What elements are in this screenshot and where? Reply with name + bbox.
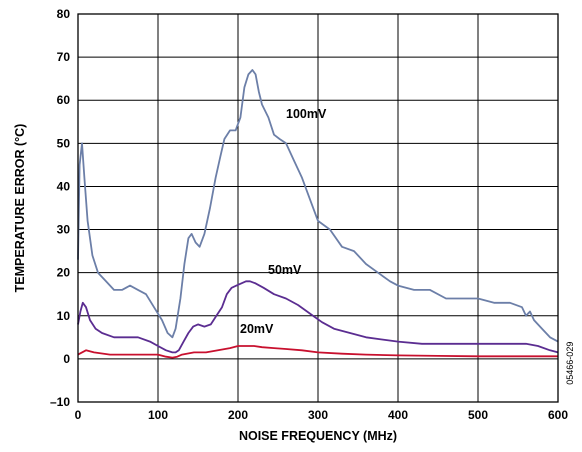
y-tick-label: 0 [63,352,70,366]
x-tick-label: 500 [468,408,488,422]
x-tick-label: 300 [308,408,328,422]
series-line-100mv [77,69,559,343]
plot-frame [77,13,559,403]
x-tick-label: 0 [75,408,82,422]
y-tick-label: 30 [57,223,71,237]
y-tick-label: 10 [57,309,71,323]
series-label-100mv: 100mV [286,107,327,121]
series-line-50mv [77,280,559,354]
x-axis-label: NOISE FREQUENCY (MHz) [239,429,397,443]
x-tick-label: 100 [148,408,168,422]
x-tick-label: 200 [228,408,248,422]
y-tick-label: –10 [50,395,70,409]
series-line-20mv [77,345,558,359]
x-tick-label: 600 [548,408,568,422]
y-tick-label: 20 [57,266,71,280]
series-labels: 100mV 50mV 20mV [240,107,327,336]
series-lines [77,69,559,359]
y-tick-label: 40 [57,179,71,193]
y-axis-label: TEMPERATURE ERROR (°C) [13,124,27,293]
y-tick-label: 50 [57,136,71,150]
x-tick-label: 400 [388,408,408,422]
tick-labels: 0 100 200 300 400 500 600 –10 0 10 20 30 40 50 60 70 80 [50,7,568,422]
y-tick-label: 70 [57,50,71,64]
series-label-20mv: 20mV [240,322,274,336]
y-tick-label: 60 [57,93,71,107]
figure-id: 05466-029 [565,342,575,385]
series-label-50mv: 50mV [268,263,302,277]
y-tick-label: 80 [57,7,71,21]
